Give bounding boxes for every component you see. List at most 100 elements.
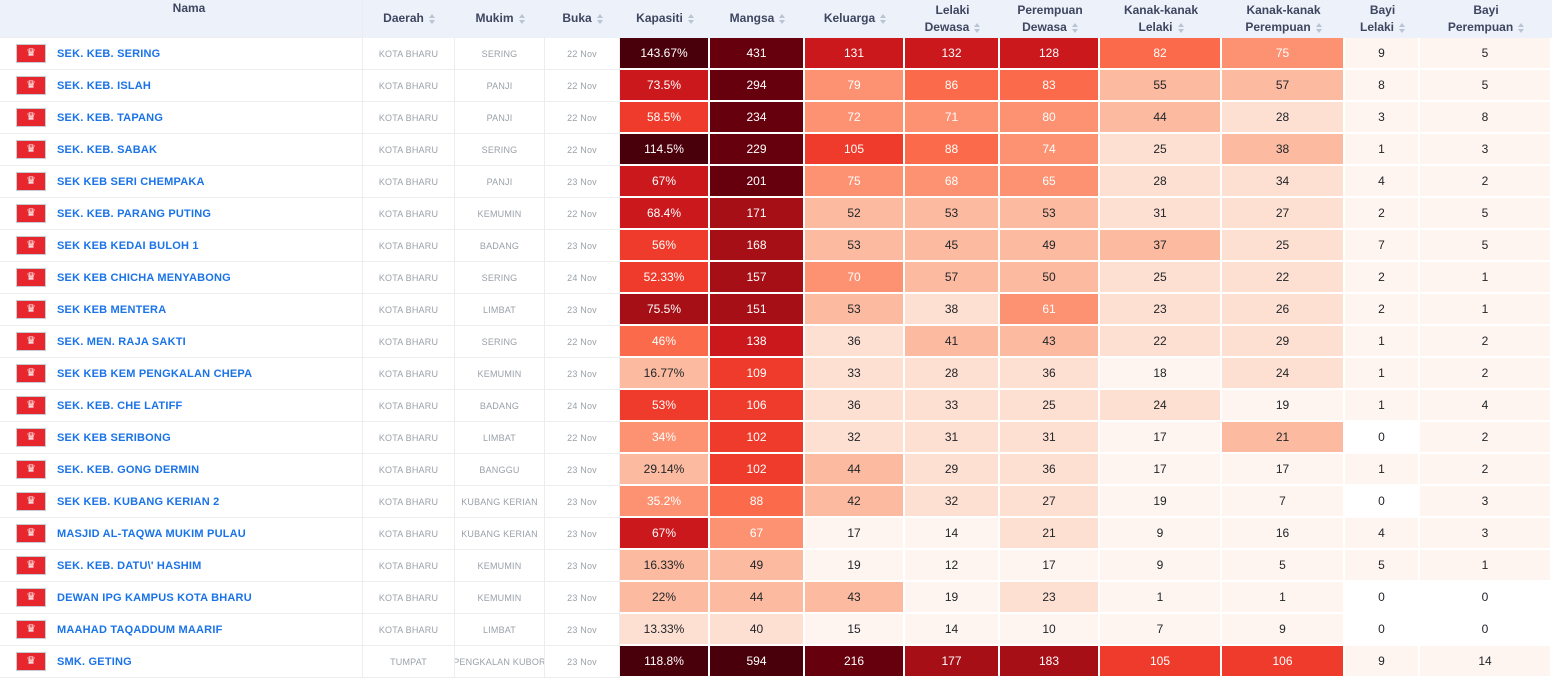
pps-name-link[interactable]: SEK KEB. KUBANG KERIAN 2 (57, 495, 220, 508)
keluarga-cell: 42 (805, 486, 905, 518)
kanak_lelaki-cell: 17 (1100, 454, 1222, 486)
name-cell: ♛ SEK KEB MENTERA (0, 294, 363, 326)
pps-name-link[interactable]: SEK. KEB. TAPANG (57, 111, 164, 124)
pps-name-link[interactable]: SEK KEB CHICHA MENYABONG (57, 271, 231, 284)
pps-name-link[interactable]: SEK KEB MENTERA (57, 303, 167, 316)
kanak_lelaki-cell: 9 (1100, 518, 1222, 550)
column-header-mukim[interactable]: Mukim (455, 0, 545, 38)
sort-icon[interactable] (880, 13, 887, 24)
kanak_perempuan-cell: 7 (1222, 486, 1345, 518)
kapasiti-cell: 29.14% (620, 454, 710, 486)
kanak_perempuan-cell: 106 (1222, 646, 1345, 678)
name-cell: ♛ SEK. KEB. SABAK (0, 134, 363, 166)
table-row: ♛ SEK. KEB. ISLAH KOTA BHARU PANJI 22 Nov 73.… (0, 70, 1552, 102)
table-row: ♛ SEK. KEB. SABAK KOTA BHARU SERING 22 Nov 11… (0, 134, 1552, 166)
sort-icon[interactable] (687, 13, 694, 24)
kapasiti-cell: 73.5% (620, 70, 710, 102)
pps-name-link[interactable]: SEK. KEB. DATU\' HASHIM (57, 559, 202, 572)
bayi_perempuan-cell: 14 (1420, 646, 1552, 678)
lelaki_dewasa-cell: 14 (905, 518, 1000, 550)
kanak_lelaki-cell: 7 (1100, 614, 1222, 646)
pps-name-link[interactable]: DEWAN IPG KAMPUS KOTA BHARU (57, 591, 252, 604)
kanak_perempuan-cell: 29 (1222, 326, 1345, 358)
sort-icon[interactable] (1315, 22, 1322, 33)
bayi_lelaki-cell: 1 (1345, 454, 1420, 486)
kelantan-flag-icon: ♛ (16, 524, 46, 543)
sort-icon[interactable] (1518, 22, 1525, 33)
column-header-bayi_lelaki[interactable]: Bayi Lelaki (1345, 0, 1420, 38)
column-header-lelaki_dewasa[interactable]: Lelaki Dewasa (905, 0, 1000, 38)
column-header-buka[interactable]: Buka (545, 0, 620, 38)
sort-icon[interactable] (518, 13, 525, 24)
column-header-kanak_perempuan[interactable]: Kanak-kanak Perempuan (1222, 0, 1345, 38)
pps-name-link[interactable]: SMK. GETING (57, 655, 132, 668)
column-header-daerah[interactable]: Daerah (363, 0, 455, 38)
lelaki_dewasa-cell: 45 (905, 230, 1000, 262)
column-header-perempuan_dewasa[interactable]: Perempuan Dewasa (1000, 0, 1100, 38)
sort-icon[interactable] (1071, 22, 1078, 33)
kapasiti-cell: 46% (620, 326, 710, 358)
bayi_perempuan-cell: 3 (1420, 134, 1552, 166)
sort-icon[interactable] (596, 13, 603, 24)
mukim-cell: SERING (455, 134, 545, 166)
table-row: ♛ SEK. KEB. DATU\' HASHIM KOTA BHARU KEMUMI… (0, 550, 1552, 582)
table-row: ♛ DEWAN IPG KAMPUS KOTA BHARU KOTA BHARU KE… (0, 582, 1552, 614)
pps-name-link[interactable]: SEK KEB KEDAI BULOH 1 (57, 239, 199, 252)
name-cell: ♛ SEK KEB KEM PENGKALAN CHEPA (0, 358, 363, 390)
column-header-keluarga[interactable]: Keluarga (805, 0, 905, 38)
name-cell: ♛ SEK KEB CHICHA MENYABONG (0, 262, 363, 294)
daerah-cell: KOTA BHARU (363, 614, 455, 646)
mukim-cell: SERING (455, 262, 545, 294)
keluarga-cell: 53 (805, 294, 905, 326)
perempuan_dewasa-cell: 43 (1000, 326, 1100, 358)
keluarga-cell: 52 (805, 198, 905, 230)
kapasiti-cell: 22% (620, 582, 710, 614)
pps-name-link[interactable]: SEK KEB KEM PENGKALAN CHEPA (57, 367, 253, 380)
column-label: Mukim (475, 11, 514, 26)
keluarga-cell: 15 (805, 614, 905, 646)
lelaki_dewasa-cell: 53 (905, 198, 1000, 230)
pps-name-link[interactable]: SEK. KEB. SERING (57, 47, 161, 60)
kanak_lelaki-cell: 28 (1100, 166, 1222, 198)
pps-name-link[interactable]: SEK. KEB. GONG DERMIN (57, 463, 200, 476)
buka-cell: 23 Nov (545, 166, 620, 198)
pps-name-link[interactable]: MAAHAD TAQADDUM MAARIF (57, 623, 223, 636)
sort-icon[interactable] (428, 13, 435, 24)
pps-name-link[interactable]: SEK. KEB. ISLAH (57, 79, 152, 92)
pps-name-link[interactable]: MASJID AL-TAQWA MUKIM PULAU (57, 527, 246, 540)
kanak_lelaki-cell: 19 (1100, 486, 1222, 518)
sort-icon[interactable] (974, 22, 981, 33)
column-header-bayi_perempuan[interactable]: Bayi Perempuan (1420, 0, 1552, 38)
column-label: Mangsa (729, 11, 775, 26)
buka-cell: 23 Nov (545, 294, 620, 326)
pps-name-link[interactable]: SEK KEB SERIBONG (57, 431, 171, 444)
mukim-cell: SERING (455, 38, 545, 70)
column-header-kanak_lelaki[interactable]: Kanak-kanak Lelaki (1100, 0, 1222, 38)
sort-icon[interactable] (1399, 22, 1406, 33)
pps-name-link[interactable]: SEK. MEN. RAJA SAKTI (57, 335, 186, 348)
column-header-mangsa[interactable]: Mangsa (710, 0, 805, 38)
kanak_perempuan-cell: 25 (1222, 230, 1345, 262)
kanak_perempuan-cell: 34 (1222, 166, 1345, 198)
kapasiti-cell: 143.67% (620, 38, 710, 70)
column-label: Kanak-kanak (1123, 2, 1199, 17)
sort-icon[interactable] (779, 13, 786, 24)
bayi_lelaki-cell: 1 (1345, 326, 1420, 358)
kapasiti-cell: 67% (620, 518, 710, 550)
daerah-cell: KOTA BHARU (363, 134, 455, 166)
table-row: ♛ SEK KEB KEDAI BULOH 1 KOTA BHARU BADANG 23… (0, 230, 1552, 262)
pps-name-link[interactable]: SEK. KEB. CHE LATIFF (57, 399, 183, 412)
lelaki_dewasa-cell: 29 (905, 454, 1000, 486)
kanak_perempuan-cell: 38 (1222, 134, 1345, 166)
pps-name-link[interactable]: SEK. KEB. PARANG PUTING (57, 207, 212, 220)
kelantan-flag-icon: ♛ (16, 76, 46, 95)
keluarga-cell: 72 (805, 102, 905, 134)
sort-icon[interactable] (1177, 22, 1184, 33)
kanak_lelaki-cell: 9 (1100, 550, 1222, 582)
bayi_lelaki-cell: 7 (1345, 230, 1420, 262)
pps-name-link[interactable]: SEK KEB SERI CHEMPAKA (57, 175, 205, 188)
pps-name-link[interactable]: SEK. KEB. SABAK (57, 143, 158, 156)
column-header-kapasiti[interactable]: Kapasiti (620, 0, 710, 38)
bayi_perempuan-cell: 1 (1420, 262, 1552, 294)
